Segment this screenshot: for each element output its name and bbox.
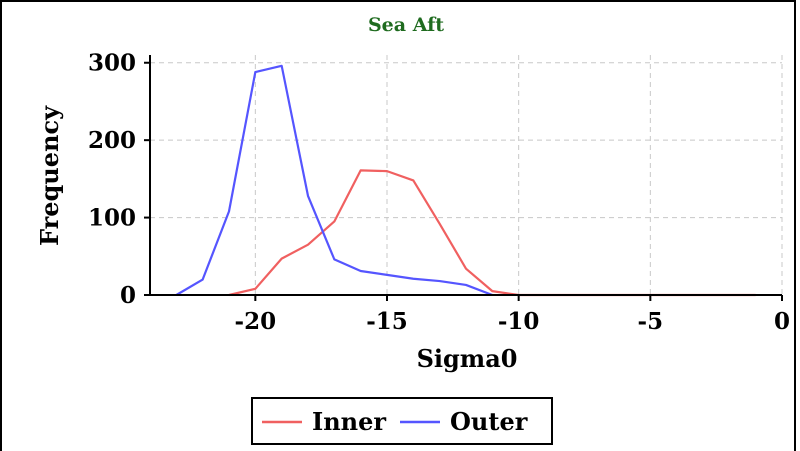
legend-label-outer: Outer: [450, 407, 528, 436]
x-axis-label: Sigma0: [417, 344, 518, 373]
legend-label-inner: Inner: [312, 407, 386, 436]
grid: [150, 55, 783, 296]
chart-title: Sea Aft: [368, 14, 444, 36]
series-lines: [175, 64, 756, 297]
axes: [144, 55, 783, 301]
x-tick-label: -20: [235, 308, 277, 335]
y-tick-label: 300: [88, 50, 136, 77]
x-tick-label: -10: [498, 308, 540, 335]
series-line-inner: [228, 169, 756, 297]
y-tick-label: 0: [120, 282, 136, 309]
y-tick-label: 100: [88, 205, 136, 232]
legend: Inner Outer: [251, 397, 553, 445]
y-axis-label: Frequency: [35, 105, 64, 246]
x-tick-label: -5: [638, 308, 664, 335]
x-tick-label: 0: [774, 308, 790, 335]
series-line-outer: [175, 64, 493, 297]
tick-labels: -20 -15 -10 -5 0 0 100 200 300: [88, 50, 790, 335]
y-tick-label: 200: [88, 127, 136, 154]
x-tick-label: -15: [366, 308, 408, 335]
